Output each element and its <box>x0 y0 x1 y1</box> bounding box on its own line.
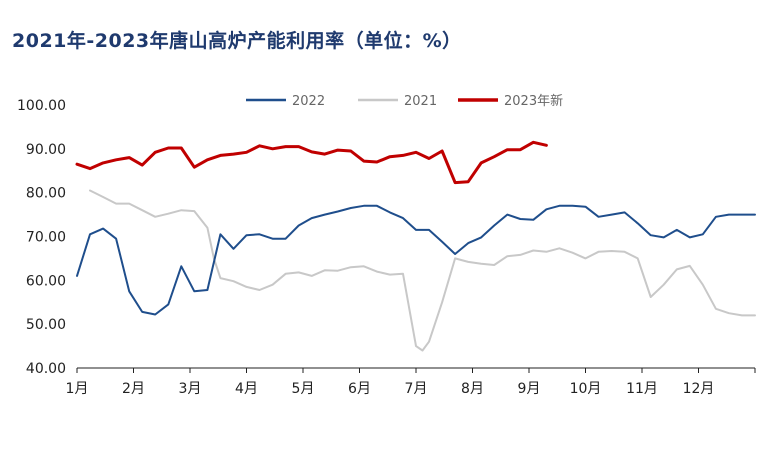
legend-label: 2021 <box>404 94 437 109</box>
y-tick-label: 60.00 <box>26 273 66 289</box>
x-tick-label: 7月 <box>405 381 428 397</box>
x-axis: 1月 2月 3月 4月 5月 6月 7月 8月 9月 10月 11月 12月 <box>66 367 756 397</box>
chart-title: 2021年-2023年唐山高炉产能利用率（单位：%） <box>12 30 462 52</box>
y-tick-label: 100.00 <box>17 98 66 114</box>
x-tick-label: 10月 <box>570 381 602 397</box>
series-line-2022 <box>76 204 756 316</box>
y-tick-label: 70.00 <box>26 230 66 246</box>
x-tick-label: 3月 <box>179 381 202 397</box>
x-tick-label: 1月 <box>66 381 89 397</box>
x-tick-label: 6月 <box>348 381 371 397</box>
y-tick-label: 50.00 <box>26 317 66 333</box>
series-line-2021 <box>89 189 756 352</box>
x-tick-label: 5月 <box>292 381 315 397</box>
y-tick-label: 80.00 <box>26 186 66 202</box>
x-tick-label: 2月 <box>122 381 145 397</box>
legend: 2022 2021 2023年新 <box>246 93 563 109</box>
y-tick-label: 90.00 <box>26 142 66 158</box>
y-tick-label: 40.00 <box>26 361 66 377</box>
x-tick-label: 11月 <box>626 381 658 397</box>
series-layer <box>75 140 756 352</box>
x-tick-label: 9月 <box>518 381 541 397</box>
series-line-2023年新 <box>75 140 548 185</box>
legend-label: 2023年新 <box>504 93 563 109</box>
legend-label: 2022 <box>292 94 325 109</box>
x-tick-label: 4月 <box>235 381 258 397</box>
x-tick-label: 12月 <box>683 381 715 397</box>
x-tick-label: 8月 <box>461 381 484 397</box>
y-axis-ticks: 40.00 50.00 60.00 70.00 80.00 90.00 100.00 <box>17 98 66 377</box>
